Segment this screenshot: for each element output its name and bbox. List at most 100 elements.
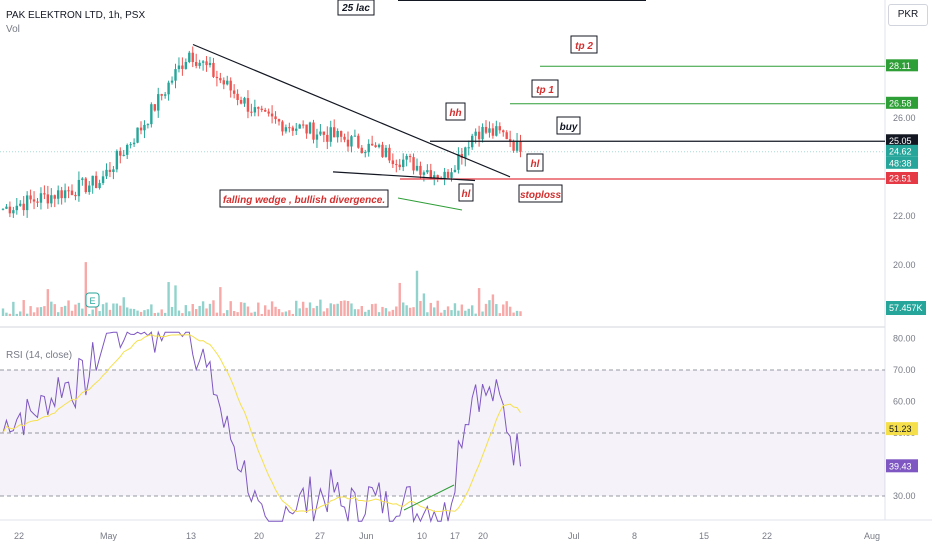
candle[interactable] [157,94,160,111]
candle[interactable] [322,131,326,135]
candle[interactable] [457,153,460,170]
earnings-icon[interactable] [85,292,100,308]
candle[interactable] [139,127,143,131]
candle[interactable] [246,98,250,112]
candle[interactable] [122,154,125,156]
candle[interactable] [346,139,350,147]
candle[interactable] [12,210,15,214]
candle[interactable] [136,127,139,143]
candle[interactable] [205,61,208,66]
candle[interactable] [295,128,298,131]
candle[interactable] [298,124,301,129]
candle[interactable] [67,190,70,192]
candle[interactable] [50,195,53,204]
candle[interactable] [243,98,246,104]
tp1-annotation-box[interactable] [531,79,559,98]
candle[interactable] [222,80,225,85]
candle[interactable] [515,141,519,151]
candle[interactable] [464,147,467,159]
candle[interactable] [53,195,56,199]
candle[interactable] [284,127,288,132]
candle[interactable] [219,78,222,81]
candle[interactable] [391,160,395,165]
candle[interactable] [201,61,205,63]
candle[interactable] [353,135,357,137]
tp2-annotation-box[interactable] [570,35,598,54]
candle[interactable] [1,208,5,210]
candle[interactable] [195,62,198,66]
candle[interactable] [22,203,25,211]
hh-annotation-box[interactable] [445,102,466,121]
candle[interactable] [446,171,450,178]
wedge-lower-line[interactable] [332,171,476,182]
candle[interactable] [94,175,98,188]
candle[interactable] [63,190,67,199]
candle[interactable] [74,194,77,197]
candle[interactable] [60,190,63,199]
candle[interactable] [508,139,512,142]
candle[interactable] [502,130,505,133]
candle[interactable] [146,124,150,126]
candle[interactable] [374,145,377,148]
candle[interactable] [343,136,346,140]
candle[interactable] [488,128,491,133]
candle[interactable] [8,206,12,214]
candle[interactable] [84,178,87,193]
candle[interactable] [115,150,119,170]
candle[interactable] [188,52,191,63]
candle[interactable] [419,165,422,175]
candle[interactable] [329,127,332,142]
candle[interactable] [301,124,305,126]
volume-legend[interactable]: Vol [6,24,20,35]
candle[interactable] [388,147,391,161]
candle[interactable] [377,144,381,148]
candle[interactable] [405,155,408,160]
candle[interactable] [433,175,436,179]
candle[interactable] [32,199,36,202]
candle[interactable] [384,147,388,157]
candle[interactable] [15,205,18,211]
candle[interactable] [112,169,115,172]
candle[interactable] [70,190,74,195]
stoploss-annotation-box[interactable] [518,184,563,203]
candle[interactable] [105,169,108,177]
candle[interactable] [191,52,194,63]
candle[interactable] [288,127,291,129]
candle[interactable] [460,153,464,159]
candle[interactable] [429,170,432,179]
candle[interactable] [43,193,46,195]
candle[interactable] [291,127,294,131]
price-divergence-line[interactable] [397,197,463,211]
candle[interactable] [57,190,60,199]
candle[interactable] [101,176,105,184]
candle[interactable] [181,65,184,69]
candle[interactable] [364,152,367,154]
candle[interactable] [88,185,91,193]
hl-right-annotation-box[interactable] [526,153,544,172]
candle[interactable] [277,119,281,122]
candle[interactable] [453,169,457,173]
candle[interactable] [46,194,50,204]
candle[interactable] [150,104,153,125]
candle[interactable] [422,172,426,175]
candle[interactable] [19,203,22,206]
candle[interactable] [5,206,8,209]
candle[interactable] [170,80,174,83]
candle[interactable] [36,201,39,203]
candle[interactable] [232,90,236,94]
candle[interactable] [367,143,370,153]
candle[interactable] [319,131,322,135]
candle[interactable] [505,132,508,140]
candle[interactable] [477,131,481,140]
candle[interactable] [312,122,315,140]
candle[interactable] [305,124,308,134]
candle[interactable] [370,143,374,146]
symbol-legend[interactable]: PAK ELEKTRON LTD, 1h, PSX [6,10,146,21]
candle[interactable] [208,62,212,66]
buy-annotation-box[interactable] [556,116,581,135]
candle[interactable] [339,131,343,137]
order-size-annotation-box[interactable] [337,0,375,16]
candle[interactable] [402,159,405,168]
